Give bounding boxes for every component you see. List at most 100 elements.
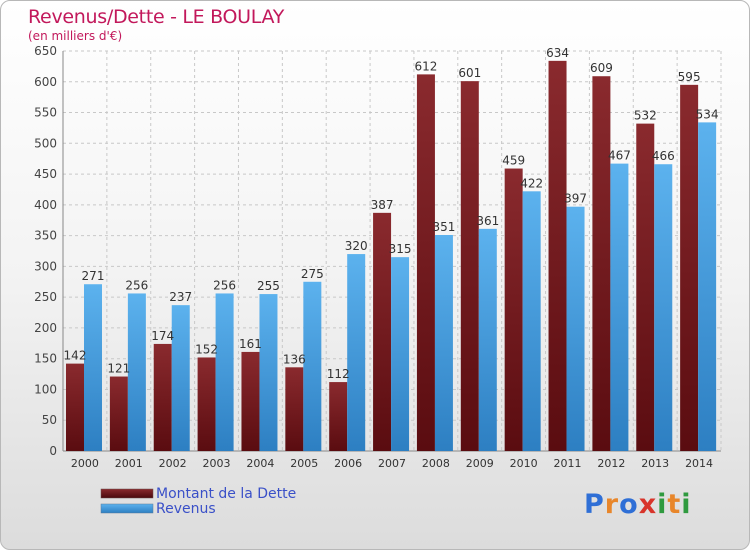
y-tick-label: 50 xyxy=(42,413,57,427)
bar-dette xyxy=(285,367,304,451)
bar-revenus xyxy=(698,122,717,451)
data-label: 315 xyxy=(389,242,412,256)
data-label: 532 xyxy=(634,109,657,123)
logo-letter: t xyxy=(667,489,682,520)
x-tick-label: 2012 xyxy=(597,457,625,470)
bar-dette xyxy=(197,357,216,451)
data-label: 152 xyxy=(195,342,218,356)
logo-letter: x xyxy=(638,489,658,520)
bar-revenus xyxy=(215,293,234,451)
bar-dette xyxy=(153,343,172,451)
data-label: 256 xyxy=(125,278,148,292)
x-tick-label: 2013 xyxy=(641,457,669,470)
data-label: 397 xyxy=(564,192,587,206)
data-label: 320 xyxy=(345,239,368,253)
logo-letter: i xyxy=(657,489,668,520)
bar-revenus xyxy=(84,284,102,451)
data-label: 271 xyxy=(82,269,105,283)
chart-subtitle: (en milliers d'€) xyxy=(28,29,123,43)
data-label: 136 xyxy=(283,352,306,366)
data-label: 422 xyxy=(520,176,543,190)
y-tick-label: 300 xyxy=(34,259,57,273)
logo-letter: P xyxy=(584,489,605,520)
data-label: 466 xyxy=(652,149,675,163)
bar-dette xyxy=(548,60,567,451)
data-label: 112 xyxy=(327,367,350,381)
bar-dette xyxy=(504,168,523,452)
x-tick-label: 2003 xyxy=(203,457,231,470)
x-tick-label: 2010 xyxy=(510,457,538,470)
y-tick-label: 250 xyxy=(34,290,57,304)
data-label: 601 xyxy=(458,66,481,80)
x-tick-label: 2007 xyxy=(378,457,406,470)
y-tick-label: 100 xyxy=(34,382,57,396)
bar-dette xyxy=(241,351,260,451)
data-label: 634 xyxy=(546,46,569,60)
x-tick-label: 2006 xyxy=(334,457,362,470)
bar-revenus xyxy=(171,305,190,451)
bar-revenus xyxy=(522,191,541,452)
data-label: 161 xyxy=(239,337,262,351)
bar-revenus xyxy=(303,281,322,451)
bar-revenus xyxy=(391,257,410,451)
bar-revenus xyxy=(654,164,673,451)
x-tick-label: 2008 xyxy=(422,457,450,470)
y-tick-label: 550 xyxy=(34,106,57,120)
data-label: 174 xyxy=(151,329,174,343)
y-tick-label: 0 xyxy=(49,444,57,458)
data-label: 142 xyxy=(64,349,87,363)
chart-title: Revenus/Dette - LE BOULAY xyxy=(28,6,285,28)
y-tick-label: 500 xyxy=(34,136,57,150)
bar-dette xyxy=(636,123,655,451)
logo-letter: o xyxy=(619,489,639,520)
x-tick-label: 2009 xyxy=(466,457,494,470)
y-tick-label: 450 xyxy=(34,167,57,181)
x-tick-label: 2000 xyxy=(71,457,99,470)
data-label: 612 xyxy=(414,59,437,73)
y-tick-label: 600 xyxy=(34,75,57,89)
data-label: 595 xyxy=(678,70,701,84)
data-label: 387 xyxy=(371,198,394,212)
bar-revenus xyxy=(259,294,278,451)
bar-dette xyxy=(680,84,699,451)
grid-lines xyxy=(62,50,722,452)
logo-letter: r xyxy=(604,489,620,520)
legend-swatch-debt xyxy=(100,488,154,499)
bar-dette xyxy=(66,363,84,451)
bar-dette xyxy=(416,74,435,451)
data-label: 121 xyxy=(107,362,130,376)
legend xyxy=(100,488,154,514)
data-label: 361 xyxy=(476,214,499,228)
x-tick-label: 2005 xyxy=(290,457,318,470)
x-tick-label: 2011 xyxy=(553,457,581,470)
data-label: 256 xyxy=(213,278,236,292)
bar-revenus xyxy=(478,228,497,451)
y-tick-label: 150 xyxy=(34,352,57,366)
y-tick-label: 200 xyxy=(34,321,57,335)
bar-revenus xyxy=(610,163,629,451)
legend-label-debt: Montant de la Dette xyxy=(156,486,297,502)
data-label: 609 xyxy=(590,61,613,75)
data-labels: 142 121 174 152 161 136 112 387 612 601 459 634 609 5… xyxy=(64,46,719,381)
bar-dette xyxy=(460,81,479,452)
data-label: 467 xyxy=(608,149,631,163)
x-tick-label: 2014 xyxy=(685,457,713,470)
bar-revenus xyxy=(127,293,146,451)
data-label: 275 xyxy=(301,267,324,281)
logo-letter: i xyxy=(681,489,692,520)
proxiti-logo: Proxiti xyxy=(584,489,692,520)
x-tick-label: 2004 xyxy=(246,457,274,470)
bars xyxy=(66,60,717,452)
bar-revenus xyxy=(347,254,366,451)
data-label: 255 xyxy=(257,279,280,293)
data-label: 351 xyxy=(432,220,455,234)
bar-dette xyxy=(592,76,611,451)
bar-revenus xyxy=(434,235,453,451)
data-label: 459 xyxy=(502,154,525,168)
bar-dette xyxy=(109,376,128,451)
y-tick-label: 350 xyxy=(34,229,57,243)
y-tick-label: 650 xyxy=(34,44,57,58)
data-label: 534 xyxy=(696,107,719,121)
